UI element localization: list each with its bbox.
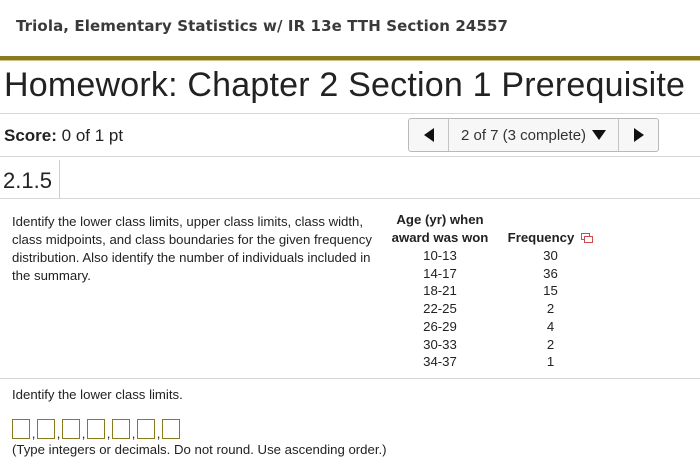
previous-question-button[interactable] [409, 119, 449, 151]
table-row: 10-13 30 [380, 247, 595, 265]
part-prompt: Identify the lower class limits. [12, 387, 183, 402]
lower-class-limit-input[interactable] [62, 419, 80, 439]
frequency-cell: 1 [546, 354, 555, 370]
frequency-header: Frequency [500, 211, 595, 247]
homework-title: Homework: Chapter 2 Section 1 Prerequisi… [4, 66, 686, 104]
score-value: 0 of 1 pt [61, 126, 124, 145]
table-row: 34-37 1 [380, 353, 595, 371]
header-divider-thin [0, 60, 700, 61]
frequency-cell: 36 [543, 265, 558, 281]
header-divider [0, 56, 700, 60]
answer-separator: , [31, 426, 36, 441]
table-row: 18-21 15 [380, 282, 595, 300]
age-cell: 34-37 [423, 354, 457, 370]
table-row: 22-25 2 [380, 300, 595, 318]
frequency-header-label: Frequency [507, 230, 575, 245]
question-selector-dropdown[interactable]: 2 of 7 (3 complete) [449, 119, 618, 151]
frequency-cell: 15 [543, 283, 558, 299]
age-cell: 18-21 [423, 283, 457, 299]
age-header-line2: award was won [391, 230, 489, 245]
answer-inputs: ,,,,,, [12, 419, 180, 441]
frequency-cell: 30 [543, 248, 558, 263]
age-cell: 22-25 [423, 301, 457, 317]
frequency-cell: 4 [546, 318, 555, 334]
lower-class-limit-input[interactable] [87, 419, 105, 439]
frequency-table: Age (yr) when award was won Frequency 10… [380, 211, 595, 371]
course-header: Triola, Elementary Statistics w/ IR 13e … [0, 0, 700, 56]
course-title: Triola, Elementary Statistics w/ IR 13e … [16, 17, 509, 35]
arrow-left-icon [423, 128, 434, 142]
table-row: 14-17 36 [380, 265, 595, 283]
age-header-line1: Age (yr) when [396, 212, 484, 227]
lower-class-limit-input[interactable] [112, 419, 130, 439]
age-cell: 26-29 [423, 318, 457, 334]
next-question-button[interactable] [618, 119, 658, 151]
score: Score: 0 of 1 pt [4, 126, 123, 146]
lower-class-limit-input[interactable] [137, 419, 155, 439]
score-label: Score: [4, 126, 57, 145]
age-cell: 30-33 [423, 336, 457, 352]
age-cell: 14-17 [423, 265, 457, 281]
age-cell: 10-13 [423, 248, 457, 263]
age-header: Age (yr) when award was won [380, 211, 500, 247]
lower-class-limit-input[interactable] [37, 419, 55, 439]
answer-hint: (Type integers or decimals. Do not round… [12, 442, 387, 457]
divider [0, 198, 700, 199]
table-row: 30-33 2 [380, 336, 595, 354]
answer-separator: , [156, 426, 161, 441]
table-row: 26-29 4 [380, 318, 595, 336]
answer-separator: , [106, 426, 111, 441]
arrow-right-icon [633, 128, 644, 142]
lower-class-limit-input[interactable] [12, 419, 30, 439]
frequency-cell: 2 [546, 301, 555, 317]
question-prompt: Identify the lower class limits, upper c… [12, 214, 372, 283]
divider [0, 378, 700, 379]
divider [0, 113, 700, 114]
answer-separator: , [81, 426, 86, 441]
lower-class-limit-input[interactable] [162, 419, 180, 439]
table-body: 10-13 30 14-17 36 18-21 15 22-25 2 26-29 4 30-33 2 3… [380, 247, 595, 371]
caret-down-icon [592, 130, 607, 140]
question-position: 2 of 7 (3 complete) [460, 126, 587, 144]
question-number: 2.1.5 [0, 160, 60, 198]
answer-separator: , [131, 426, 136, 441]
question-navigator: 2 of 7 (3 complete) [408, 118, 659, 152]
answer-separator: , [56, 426, 61, 441]
frequency-cell: 2 [546, 336, 555, 352]
divider [0, 156, 700, 157]
copy-data-icon[interactable] [581, 233, 594, 243]
